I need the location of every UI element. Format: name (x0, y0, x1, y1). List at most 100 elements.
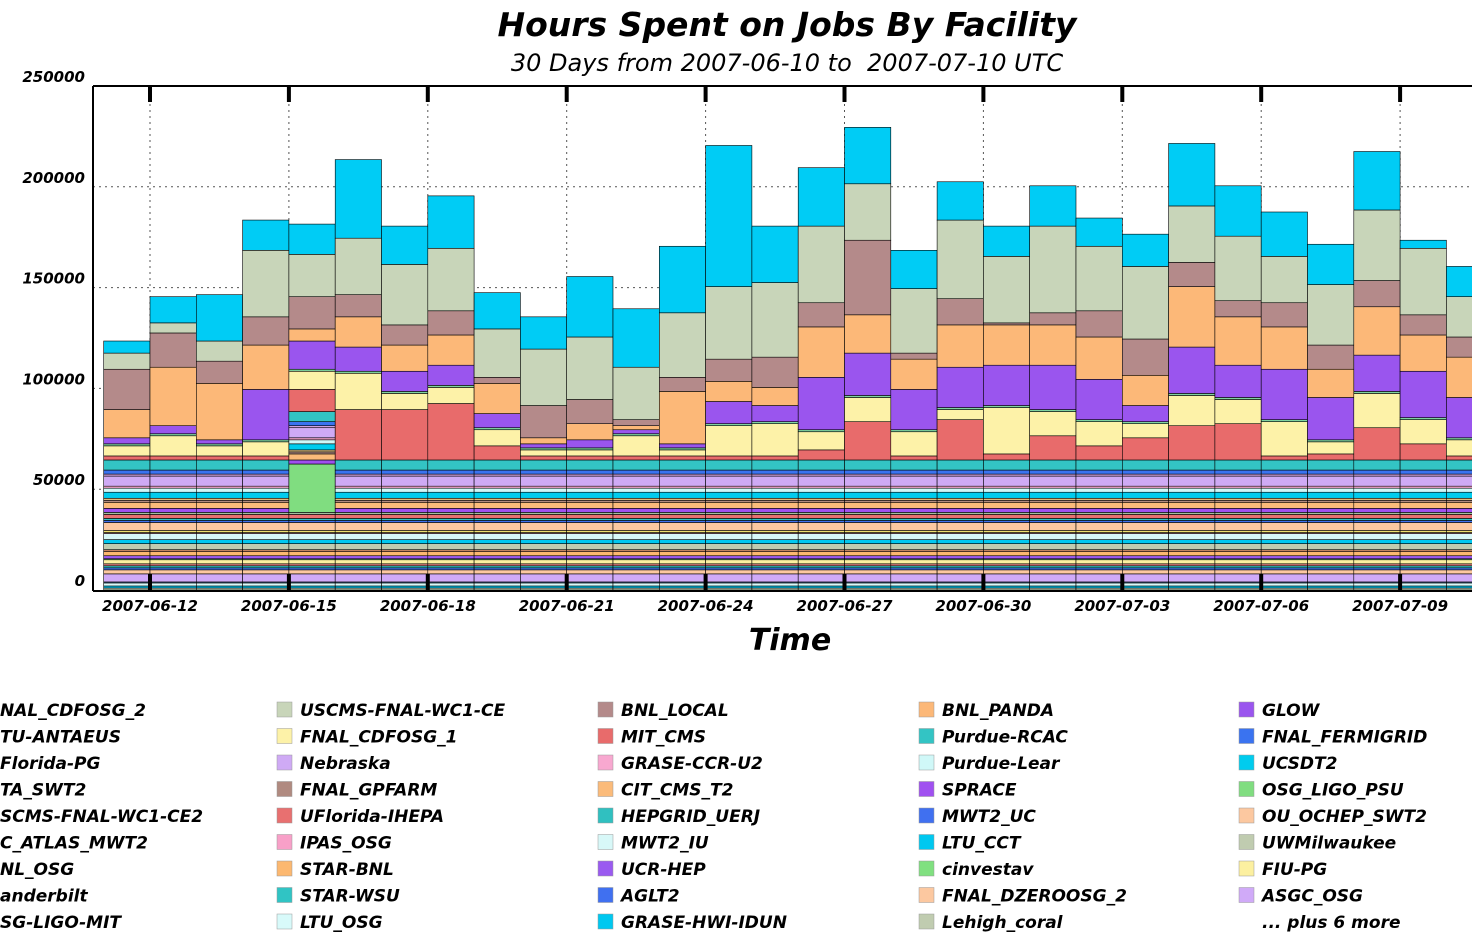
bar-segment (1168, 587, 1216, 591)
bar-segment (751, 520, 799, 523)
bar-segment (520, 565, 568, 569)
bar-segment (797, 573, 845, 583)
bar-segment (705, 549, 753, 552)
legend-label: FIU-PG (1262, 860, 1327, 880)
legend-swatch (597, 834, 614, 850)
bar-segment (1260, 469, 1308, 475)
bar-segment (658, 377, 706, 392)
bar-segment (334, 294, 382, 318)
bar-segment (566, 567, 614, 571)
bar-segment (334, 497, 382, 501)
bar-segment (334, 370, 382, 374)
bar-segment (705, 423, 753, 426)
bar-segment (242, 250, 290, 318)
bar-segment (1122, 533, 1169, 540)
bar-segment (566, 514, 614, 519)
bar-segment (705, 459, 753, 471)
bar-segment (149, 518, 197, 521)
bar-segment (936, 491, 984, 499)
bar-segment (890, 514, 938, 519)
bar-segment (196, 443, 243, 447)
bar-segment (1446, 518, 1472, 521)
bar-segment (381, 264, 429, 326)
bar-segment (1353, 514, 1401, 519)
bar-segment (705, 522, 753, 531)
bar-segment (612, 433, 660, 437)
bar-segment (751, 459, 799, 471)
bar-segment (196, 551, 243, 557)
bar-segment (288, 555, 336, 560)
bar-segment (890, 429, 938, 433)
bar-segment (890, 563, 938, 567)
bar-segment (242, 512, 290, 515)
bar-segment (1214, 491, 1262, 499)
bar-segment (1075, 473, 1123, 477)
bar-segment (520, 563, 568, 567)
bar-segment (334, 520, 382, 523)
bar-segment (936, 543, 984, 550)
bar-segment (658, 582, 706, 587)
bar-segment (983, 324, 1031, 366)
bar-segment (844, 587, 892, 591)
bar-segment (1260, 455, 1308, 461)
bar-segment (1122, 475, 1169, 487)
legend-label: GLOW (1262, 701, 1321, 721)
bar-segment (983, 520, 1031, 523)
bar-segment (288, 533, 336, 540)
bar-segment (1168, 533, 1216, 540)
bar-segment (936, 508, 984, 513)
bar-segment (797, 539, 845, 544)
bar-segment (612, 520, 660, 523)
bar-segment (751, 225, 799, 283)
legend-swatch (597, 887, 614, 903)
bar-segment (1353, 520, 1401, 523)
bar-segment (566, 497, 614, 501)
bar-segment (751, 587, 799, 591)
bar-segment (612, 455, 660, 461)
bar-segment (520, 497, 568, 501)
bar-segment (196, 514, 243, 519)
bar-segment (751, 356, 799, 388)
bar-segment (658, 508, 706, 513)
bar-segment (1399, 582, 1447, 587)
bar-segment (1399, 543, 1447, 550)
bar-segment (1353, 459, 1401, 471)
bar-segment (427, 334, 475, 366)
bar-segment (936, 573, 984, 583)
bar-segment (1260, 302, 1308, 328)
bar-segment (705, 563, 753, 567)
bar-segment (1446, 512, 1472, 515)
bar-segment (1260, 491, 1308, 499)
bar-segment (334, 508, 382, 513)
bar-segment (890, 518, 938, 521)
bar-segment (751, 563, 799, 567)
bar-segment (473, 555, 521, 560)
bar-segment (1029, 520, 1077, 523)
bar-segment (890, 549, 938, 552)
bar-segment (1353, 393, 1401, 429)
legend-label: SG-LIGO-MIT (0, 913, 122, 933)
bar-segment (1353, 491, 1401, 499)
bar-segment (149, 563, 197, 567)
bar-segment (566, 549, 614, 552)
bar-segment (288, 389, 336, 412)
bar-segment (103, 543, 151, 550)
bar-segment (103, 587, 151, 591)
bar-segment (797, 514, 845, 519)
bar-segment (1260, 582, 1308, 587)
bar-segment (149, 491, 197, 499)
bar-segment (1122, 530, 1169, 533)
bar-segment (381, 539, 429, 544)
bar-segment (1353, 549, 1401, 552)
bar-segment (381, 475, 429, 487)
bar-segment (797, 543, 845, 550)
bar-segment (1446, 437, 1472, 441)
bar-segment (658, 469, 706, 475)
bar-segment (1260, 497, 1308, 501)
bar-segment (473, 473, 521, 477)
bar-segment (705, 487, 753, 493)
bar-segment (612, 549, 660, 552)
bar-segment (890, 431, 938, 457)
bar-segment (288, 543, 336, 550)
bar-segment (1260, 533, 1308, 540)
